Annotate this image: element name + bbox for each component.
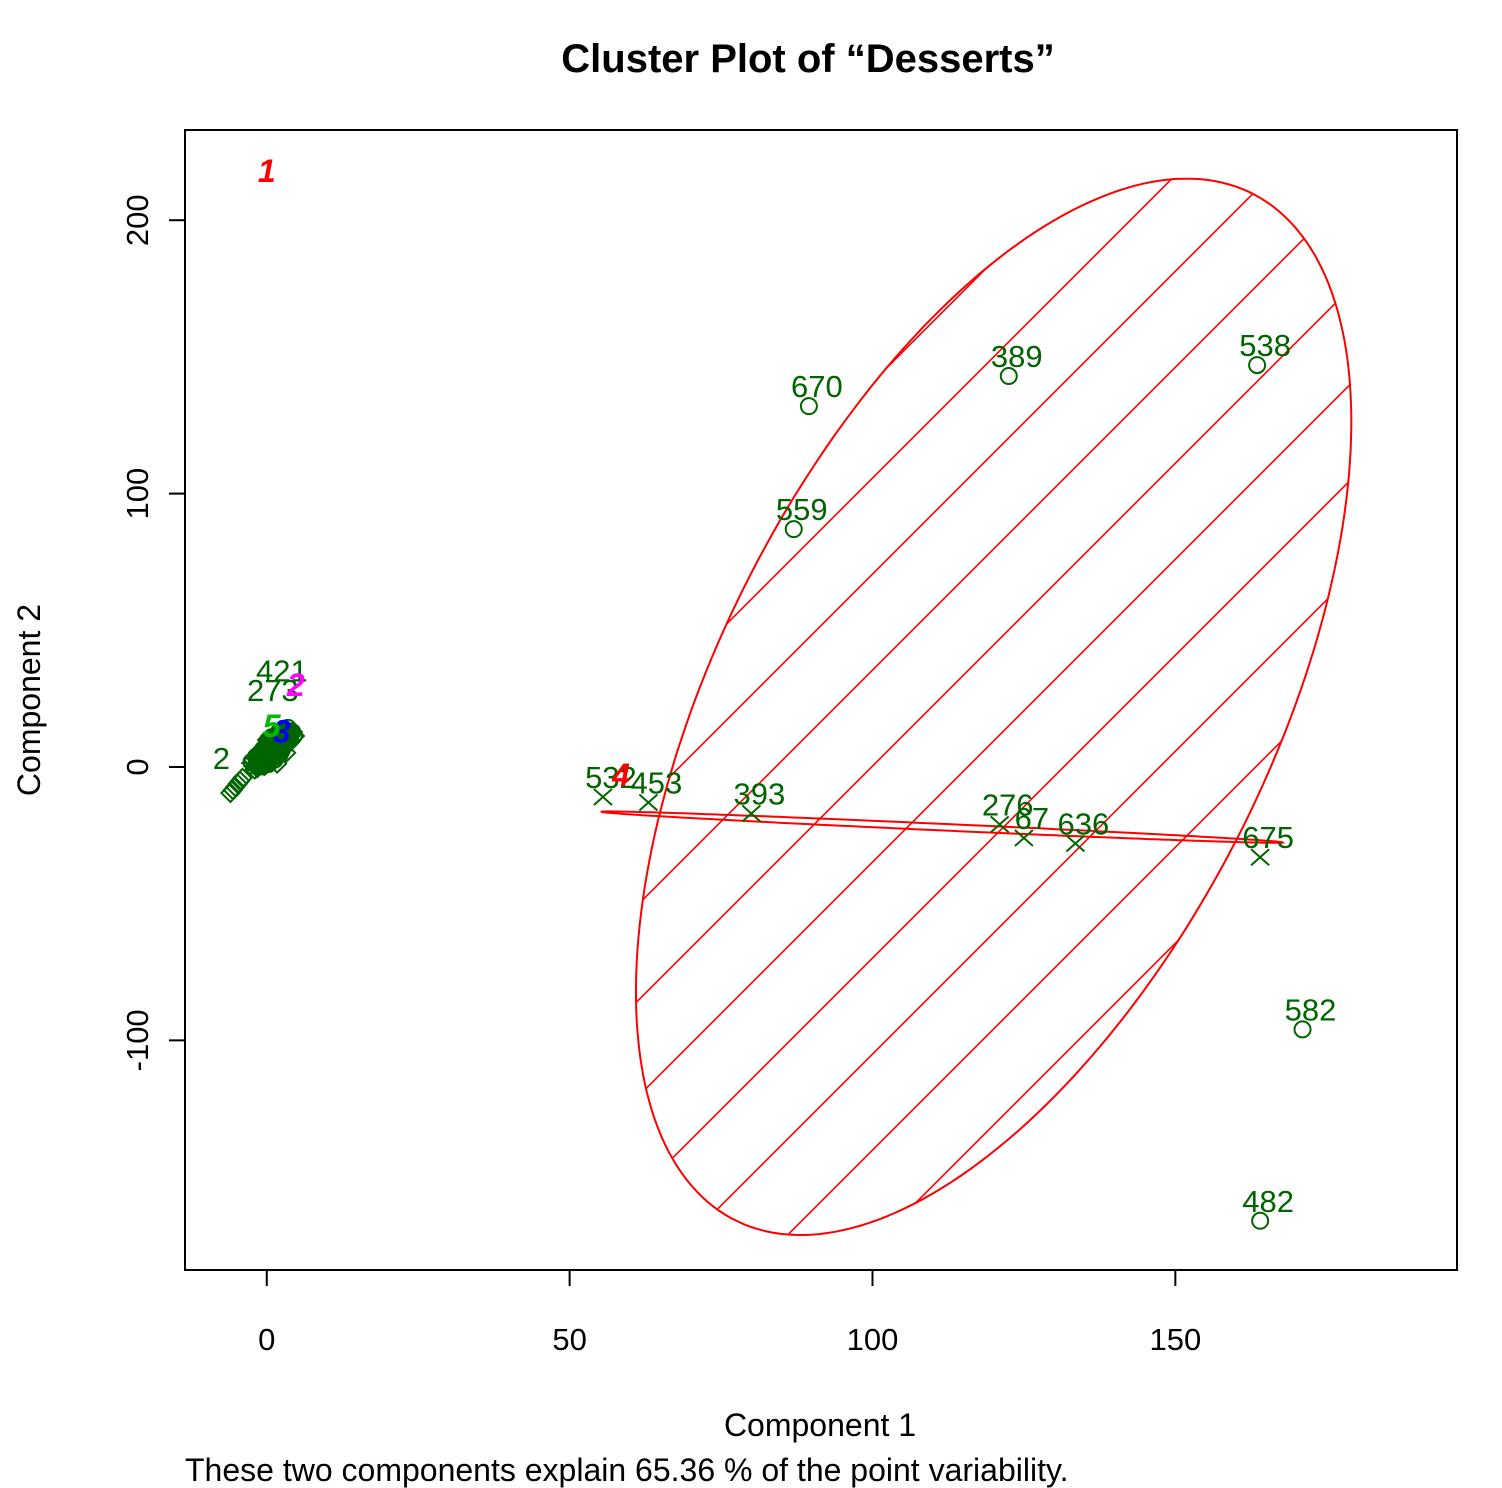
point-label-636: 636 <box>1058 807 1110 842</box>
point-670 <box>799 397 818 416</box>
cluster-4-ellipse <box>600 810 1286 844</box>
point-label-532: 532 <box>585 760 637 795</box>
cluster-labels: 1 2 3 4 5 <box>258 153 630 793</box>
hatch-line <box>636 178 1352 1236</box>
cluster-ellipses <box>600 177 1353 1237</box>
point-label-453: 453 <box>631 766 683 801</box>
point-675 <box>1250 848 1270 866</box>
hatch-line <box>1131 178 1352 1236</box>
hatch-line <box>636 178 1352 1236</box>
point-532 <box>593 788 613 806</box>
point-389 <box>999 367 1018 386</box>
cluster-label-4: 4 <box>611 757 630 793</box>
point-453 <box>638 793 659 812</box>
dense-point <box>269 738 288 757</box>
dense-point <box>267 732 284 749</box>
x-axis-label: Component 1 <box>724 1407 916 1443</box>
x-tick-label-1: 50 <box>552 1322 586 1357</box>
x-axis: 0 50 100 150 <box>258 1270 1201 1357</box>
point-label-582: 582 <box>1285 992 1337 1027</box>
hatch-line <box>651 178 1352 1236</box>
chart-title: Cluster Plot of “Desserts” <box>561 37 1054 81</box>
hatch-line <box>636 178 1352 1236</box>
point-label-482: 482 <box>1242 1184 1294 1219</box>
hatch-line <box>636 178 637 1236</box>
hatch-line <box>636 178 829 1236</box>
point-538 <box>1248 356 1267 375</box>
hatch-line <box>636 178 1117 1236</box>
point-label-675: 675 <box>1242 820 1294 855</box>
y-tick-label-1: 0 <box>120 758 155 775</box>
hatch-line <box>636 178 1309 1236</box>
y-tick-label-3: 200 <box>120 194 155 246</box>
cluster-1-hatching <box>636 178 1352 1236</box>
y-axis-label: Component 2 <box>11 604 47 796</box>
dense-point <box>220 782 241 804</box>
x-tick-label-0: 0 <box>258 1322 275 1357</box>
point-582 <box>1293 1020 1312 1039</box>
point-label-559: 559 <box>776 492 828 527</box>
cluster-label-2: 2 <box>286 667 305 703</box>
point-label-670: 670 <box>791 369 843 404</box>
variability-note: These two components explain 65.36 % of … <box>185 1452 1068 1488</box>
point-label-276: 276 <box>982 787 1034 822</box>
hatch-line <box>1323 178 1352 1236</box>
point-482 <box>1251 1211 1270 1230</box>
hatch-line <box>843 178 1352 1236</box>
hatch-line <box>636 178 733 1236</box>
cluster-label-1: 1 <box>258 153 276 189</box>
point-393 <box>741 804 762 823</box>
y-tick-label-2: 100 <box>120 468 155 520</box>
dense-point-label: 2 <box>213 741 230 776</box>
cluster-1-ellipse <box>635 177 1353 1237</box>
point-67 <box>1014 829 1034 847</box>
x-tick-label-2: 100 <box>847 1322 899 1357</box>
hatch-line <box>636 178 925 1236</box>
point-label-389: 389 <box>991 339 1043 374</box>
hatch-line <box>636 178 1352 1236</box>
point-label-538: 538 <box>1239 328 1291 363</box>
hatch-line <box>1227 178 1352 1236</box>
point-276 <box>990 815 1010 834</box>
point-label-393: 393 <box>733 776 785 811</box>
dense-point-label: 273 <box>247 673 299 708</box>
y-tick-label-0: -100 <box>120 1009 155 1071</box>
dense-point <box>255 745 274 764</box>
cluster-label-3: 3 <box>273 713 291 749</box>
dense-point-label: 421 <box>256 654 308 689</box>
hatch-line <box>1035 178 1352 1236</box>
point-636 <box>1065 834 1086 853</box>
point-label-67: 67 <box>1015 801 1049 836</box>
hatch-line <box>636 178 1021 1236</box>
dense-point <box>278 725 297 744</box>
x-tick-label-3: 150 <box>1149 1322 1201 1357</box>
plot-frame <box>184 129 1458 1271</box>
point-559 <box>784 520 803 539</box>
cluster-label-5: 5 <box>263 708 282 744</box>
y-axis: -100 0 100 200 <box>120 194 185 1071</box>
